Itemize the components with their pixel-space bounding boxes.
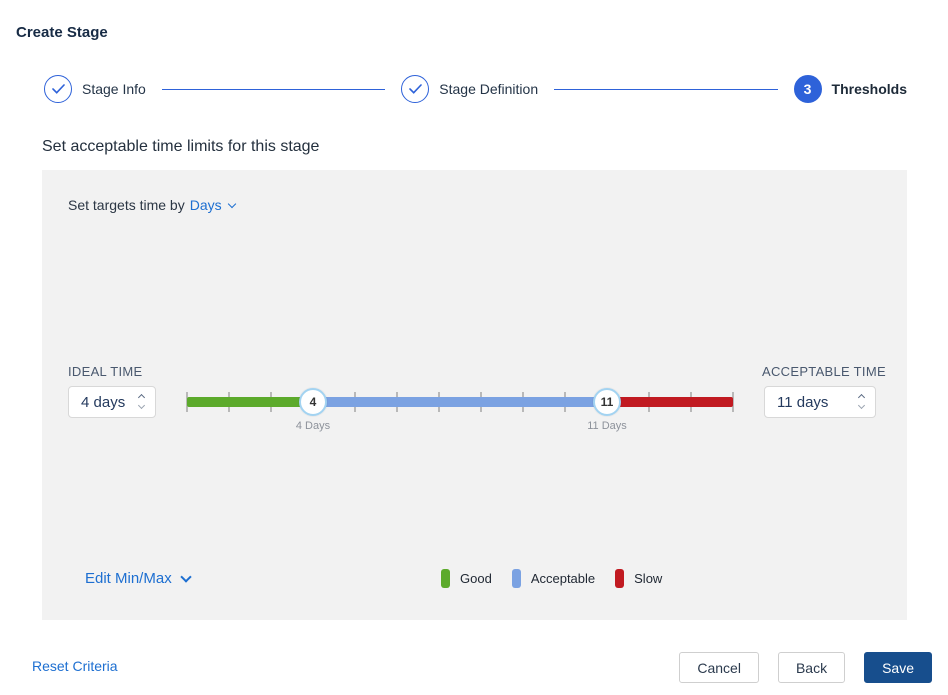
unit-dropdown-value: Days bbox=[189, 197, 222, 213]
legend-item-acceptable: Acceptable bbox=[511, 569, 596, 588]
edit-minmax-label: Edit Min/Max bbox=[85, 570, 172, 587]
legend-label: Slow bbox=[634, 571, 663, 586]
step-label: Stage Info bbox=[82, 81, 146, 97]
ideal-handle-label: 4 Days bbox=[295, 420, 331, 432]
legend-item-good: Good bbox=[441, 569, 492, 588]
chevron-down-icon bbox=[227, 199, 236, 208]
step-label: Thresholds bbox=[831, 81, 908, 97]
segment-slow bbox=[607, 397, 733, 407]
step-stage-info[interactable]: Stage Info bbox=[44, 75, 146, 103]
slider-legend: Good Acceptable Slow bbox=[441, 569, 662, 588]
step-complete-icon bbox=[44, 75, 72, 103]
spinner-down-icon[interactable] bbox=[136, 401, 146, 412]
acceptable-handle-label: 11 Days bbox=[587, 420, 627, 432]
chevron-down-icon bbox=[180, 570, 192, 583]
page-title: Create Stage bbox=[16, 24, 108, 41]
legend-label: Good bbox=[460, 571, 492, 586]
step-number-badge: 3 bbox=[793, 75, 822, 103]
edit-minmax-link[interactable]: Edit Min/Max bbox=[85, 570, 192, 587]
acceptable-time-input[interactable]: 11 days bbox=[764, 386, 876, 418]
acceptable-time-value: 11 days bbox=[777, 394, 829, 411]
acceptable-swatch bbox=[511, 569, 521, 588]
reset-criteria-link[interactable]: Reset Criteria bbox=[32, 658, 118, 674]
step-connector bbox=[161, 88, 386, 90]
acceptable-time-spinner bbox=[856, 393, 866, 413]
slider-track bbox=[187, 397, 733, 407]
acceptable-time-label: ACCEPTABLE TIME bbox=[762, 364, 886, 379]
legend-label: Acceptable bbox=[530, 571, 596, 586]
footer-buttons: Cancel Back Save bbox=[679, 652, 932, 683]
ideal-time-spinner bbox=[136, 393, 146, 413]
legend-item-slow: Slow bbox=[615, 569, 662, 588]
back-button[interactable]: Back bbox=[777, 652, 846, 683]
slow-swatch bbox=[615, 569, 625, 588]
acceptable-handle[interactable]: 11 bbox=[593, 388, 621, 416]
thresholds-panel: Set targets time by Days IDEAL TIME 4 da… bbox=[42, 170, 907, 620]
check-icon bbox=[408, 84, 422, 94]
check-icon bbox=[51, 84, 65, 94]
unit-dropdown[interactable]: Days bbox=[189, 197, 236, 213]
ideal-handle[interactable]: 4 bbox=[299, 388, 327, 416]
targets-row: Set targets time by Days bbox=[68, 197, 236, 213]
ideal-time-label: IDEAL TIME bbox=[68, 364, 143, 379]
ideal-time-input[interactable]: 4 days bbox=[68, 386, 156, 418]
spinner-down-icon[interactable] bbox=[856, 401, 866, 412]
step-thresholds[interactable]: 3 Thresholds bbox=[793, 75, 908, 103]
cancel-button[interactable]: Cancel bbox=[679, 652, 759, 683]
step-complete-icon bbox=[401, 75, 430, 103]
good-swatch bbox=[441, 569, 450, 588]
step-connector bbox=[554, 88, 778, 90]
wizard-stepper: Stage Info Stage Definition 3 Thresholds bbox=[44, 75, 907, 103]
targets-label: Set targets time by bbox=[68, 197, 185, 213]
ideal-time-value: 4 days bbox=[81, 394, 126, 411]
segment-good bbox=[187, 397, 313, 407]
section-heading: Set acceptable time limits for this stag… bbox=[42, 138, 320, 155]
save-button[interactable]: Save bbox=[864, 652, 932, 683]
slider-tick bbox=[732, 392, 734, 412]
step-stage-definition[interactable]: Stage Definition bbox=[401, 75, 538, 103]
step-label: Stage Definition bbox=[439, 81, 539, 97]
segment-acceptable bbox=[313, 397, 607, 407]
